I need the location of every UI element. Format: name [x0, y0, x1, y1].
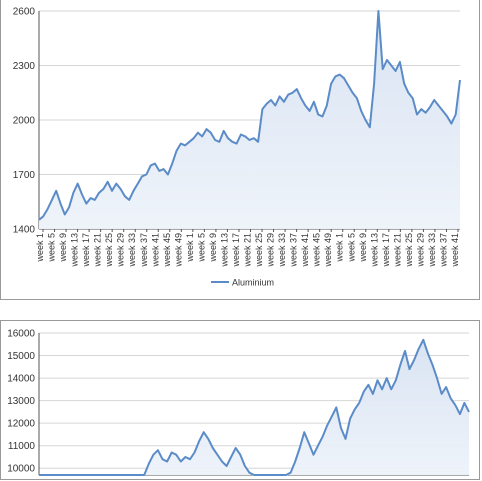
x-tick-label: week 29	[116, 233, 126, 268]
x-tick-label: week 29	[266, 233, 276, 268]
x-tick-label: week 17	[231, 233, 241, 268]
x-tick-label: week 33	[427, 233, 437, 268]
y-tick-label: 11000	[8, 441, 36, 452]
x-tick-label: week 25	[104, 233, 114, 268]
y-tick-label: 16000	[7, 329, 35, 340]
x-tick-label: week 41	[450, 233, 460, 268]
x-tick-label: week 1	[185, 233, 195, 263]
x-tick-label: week 37	[139, 233, 149, 268]
x-tick-label: week 21	[392, 233, 402, 268]
y-tick-label: 15000	[7, 351, 35, 362]
x-tick-label: week 5	[196, 233, 206, 263]
legend-label: Aluminium	[232, 278, 274, 288]
x-tick-label: week 5	[47, 233, 57, 263]
y-tick-label: 2300	[13, 61, 36, 72]
x-tick-label: week 21	[93, 233, 103, 268]
series-area	[39, 339, 469, 475]
x-tick-label: week 17	[381, 233, 391, 268]
x-tick-label: week 45	[312, 233, 322, 268]
y-tick-label: 1400	[13, 225, 36, 236]
x-tick-label: week 9	[358, 233, 368, 263]
x-tick-label: week 33	[277, 233, 287, 268]
y-tick-label: 2000	[13, 116, 36, 127]
y-tick-label: 1700	[13, 170, 36, 181]
x-tick-label: week 41	[300, 233, 310, 268]
x-tick-label: week 41	[150, 233, 160, 268]
second-chart: 10000 11000 12000 13000 14000 15000 16000	[7, 329, 470, 476]
x-tick-label: week 13	[219, 233, 229, 268]
x-tick-label: week 49	[173, 233, 183, 268]
x-tick-label: week 29	[415, 233, 425, 268]
x-tick-label: week 9	[208, 233, 218, 263]
x-tick-label: week 33	[127, 233, 137, 268]
x-tick-label: week 13	[70, 233, 80, 268]
x-tick-label: week 9	[58, 233, 68, 263]
y-tick-label: 12000	[7, 419, 35, 430]
series-area	[39, 11, 460, 229]
x-tick-label: week 21	[243, 233, 253, 268]
y-tick-label: 2600	[13, 7, 36, 18]
x-tick-label: week 17	[81, 233, 91, 268]
x-tick-label: week 49	[323, 233, 333, 268]
x-tick-label: week 13	[369, 233, 379, 268]
x-tick-label: week 37	[289, 233, 299, 268]
x-tick-label: week 5	[346, 233, 356, 263]
y-tick-label: 14000	[7, 374, 35, 385]
second-chart-panel: 10000 11000 12000 13000 14000 15000 16000	[0, 320, 480, 480]
x-tick-label: week 37	[439, 233, 449, 268]
x-tick-label: week 45	[162, 233, 172, 268]
series-line	[38, 10, 461, 221]
x-tick-label: week 25	[404, 233, 414, 268]
aluminium-chart-panel: 1400 1700 2000 2300 2600 week 1 week 5 week 9 we…	[0, 0, 480, 300]
x-tick-label: week 25	[254, 233, 264, 268]
x-tick-label: week 1	[335, 233, 345, 263]
y-tick-label: 13000	[7, 396, 35, 407]
y-tick-label: 10000	[7, 464, 35, 475]
x-tick-label: week 1	[35, 233, 45, 263]
